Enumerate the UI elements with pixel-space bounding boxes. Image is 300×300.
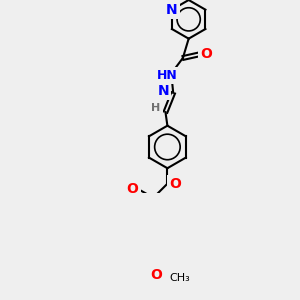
Text: HN: HN bbox=[157, 69, 178, 82]
Text: O: O bbox=[169, 177, 181, 191]
Text: N: N bbox=[158, 84, 169, 98]
Text: O: O bbox=[150, 268, 162, 282]
Text: H: H bbox=[151, 103, 160, 113]
Text: N: N bbox=[166, 3, 178, 17]
Text: CH₃: CH₃ bbox=[169, 273, 190, 284]
Text: O: O bbox=[127, 182, 139, 197]
Text: O: O bbox=[200, 47, 212, 61]
